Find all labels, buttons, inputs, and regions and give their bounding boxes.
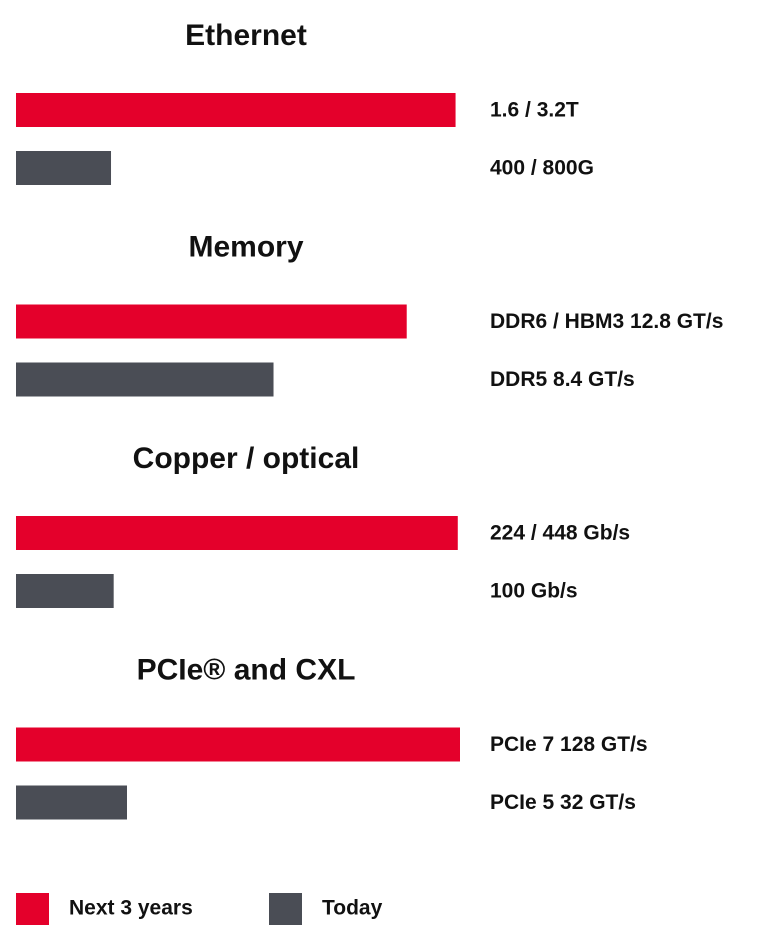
group-title: Copper / optical xyxy=(133,442,360,475)
bar xyxy=(16,362,274,397)
bar xyxy=(16,304,407,339)
bar xyxy=(16,93,456,127)
value-label: 100 Gb/s xyxy=(490,580,578,603)
value-label: 400 / 800G xyxy=(490,157,594,180)
value-label: 1.6 / 3.2T xyxy=(490,99,579,122)
legend-swatch xyxy=(16,893,49,925)
bar xyxy=(16,516,458,550)
value-label: PCIe 7 128 GT/s xyxy=(490,733,648,756)
value-label: DDR6 / HBM3 12.8 GT/s xyxy=(490,310,723,333)
legend-label: Today xyxy=(322,897,383,920)
legend-label: Next 3 years xyxy=(69,897,193,920)
group-title: Ethernet xyxy=(185,19,307,52)
bar xyxy=(16,151,112,185)
value-label: PCIe 5 32 GT/s xyxy=(490,791,636,814)
group-title: PCIe® and CXL xyxy=(137,653,356,686)
value-label: 224 / 448 Gb/s xyxy=(490,522,630,545)
bar xyxy=(16,727,460,762)
legend-swatch xyxy=(269,893,302,925)
group-title: Memory xyxy=(188,230,303,263)
bar xyxy=(16,574,114,608)
bar xyxy=(16,785,127,820)
value-label: DDR5 8.4 GT/s xyxy=(490,368,635,391)
